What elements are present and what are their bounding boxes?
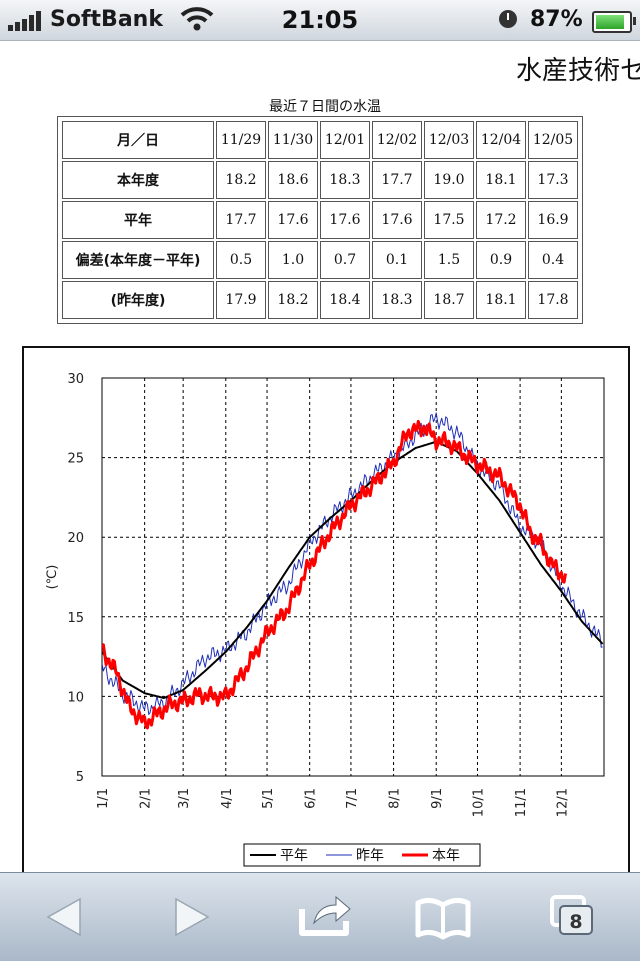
- pages-icon[interactable]: 8: [528, 873, 618, 961]
- date-cell: 12/05: [528, 121, 578, 159]
- bookmarks-icon[interactable]: [398, 873, 488, 961]
- value-cell: 17.3: [528, 161, 578, 199]
- x-tick-label: 2/1: [139, 788, 154, 809]
- value-cell: 19.0: [424, 161, 474, 199]
- value-cell: 16.9: [528, 201, 578, 239]
- row-label: 本年度: [62, 161, 214, 199]
- value-cell: 18.1: [476, 161, 526, 199]
- y-tick-label: 20: [67, 531, 84, 546]
- carrier-name: SoftBank: [50, 7, 163, 32]
- legend-box: [243, 843, 481, 867]
- table-row: 偏差(本年度－平年) 0.5 1.0 0.7 0.1 1.5 0.9 0.4: [62, 241, 578, 279]
- row-label: 平年: [62, 201, 214, 239]
- table-row: 平年 17.7 17.6 17.6 17.6 17.5 17.2 16.9: [62, 201, 578, 239]
- wifi-icon: [180, 7, 214, 31]
- value-cell: 0.7: [320, 241, 370, 279]
- value-cell: 18.2: [268, 281, 318, 319]
- date-cell: 12/01: [320, 121, 370, 159]
- x-tick-label: 11/1: [514, 788, 529, 817]
- share-icon[interactable]: [280, 873, 370, 961]
- y-tick-label: 15: [67, 611, 84, 626]
- x-tick-label: 7/1: [345, 788, 360, 809]
- page-title: 水産技術セ: [516, 56, 640, 86]
- value-cell: 1.0: [268, 241, 318, 279]
- row-label: 月／日: [62, 121, 214, 159]
- date-cell: 12/02: [372, 121, 422, 159]
- value-cell: 17.6: [320, 201, 370, 239]
- x-tick-label: 4/1: [220, 788, 235, 809]
- value-cell: 0.1: [372, 241, 422, 279]
- value-cell: 18.4: [320, 281, 370, 319]
- water-temperature-table: 月／日 11/29 11/30 12/01 12/02 12/03 12/04 12/05 本年…: [57, 116, 583, 324]
- y-tick-label: 30: [67, 372, 84, 387]
- back-arrow-icon[interactable]: [18, 873, 108, 961]
- x-tick-label: 10/1: [471, 788, 486, 817]
- y-axis-label: (℃): [45, 565, 60, 590]
- forward-arrow-icon[interactable]: [148, 873, 238, 961]
- value-cell: 18.1: [476, 281, 526, 319]
- value-cell: 17.6: [268, 201, 318, 239]
- value-cell: 17.6: [372, 201, 422, 239]
- value-cell: 0.9: [476, 241, 526, 279]
- table-row: (昨年度) 17.9 18.2 18.4 18.3 18.7 18.1 17.8: [62, 281, 578, 319]
- series-line-last-year: [102, 412, 603, 715]
- date-cell: 12/03: [424, 121, 474, 159]
- date-cell: 12/04: [476, 121, 526, 159]
- value-cell: 1.5: [424, 241, 474, 279]
- legend-label: 本年: [432, 848, 460, 864]
- chart-frame: 5 10 15 20 25 30 1/1 2/1 3/1 4/1 5/1 6/1 7/1 8/1 9/1 10…: [22, 346, 630, 888]
- legend-label: 昨年: [356, 848, 384, 864]
- value-cell: 18.7: [424, 281, 474, 319]
- series-line-this-year: [102, 419, 567, 730]
- value-cell: 17.8: [528, 281, 578, 319]
- browser-toolbar: 8: [0, 872, 640, 961]
- legend-label: 平年: [280, 848, 308, 864]
- plot-area: [101, 377, 605, 777]
- y-tick-label: 25: [67, 452, 84, 467]
- page-count: 8: [569, 911, 582, 933]
- value-cell: 17.9: [216, 281, 266, 319]
- value-cell: 17.5: [424, 201, 474, 239]
- date-cell: 11/30: [268, 121, 318, 159]
- x-tick-label: 9/1: [430, 788, 445, 809]
- x-tick-label: 8/1: [388, 788, 403, 809]
- value-cell: 18.2: [216, 161, 266, 199]
- table-row: 本年度 18.2 18.6 18.3 17.7 19.0 18.1 17.3: [62, 161, 578, 199]
- battery-icon: [592, 11, 636, 33]
- row-label: (昨年度): [62, 281, 214, 319]
- value-cell: 17.7: [372, 161, 422, 199]
- date-cell: 11/29: [216, 121, 266, 159]
- value-cell: 17.2: [476, 201, 526, 239]
- status-time: 21:05: [281, 6, 359, 34]
- value-cell: 18.3: [372, 281, 422, 319]
- water-temperature-chart: 5 10 15 20 25 30 1/1 2/1 3/1 4/1 5/1 6/1 7/1 8/1 9/1 10…: [45, 372, 605, 867]
- row-label: 偏差(本年度－平年): [62, 241, 214, 279]
- table-header-row: 月／日 11/29 11/30 12/01 12/02 12/03 12/04 12/05: [62, 121, 578, 159]
- x-tick-label: 6/1: [304, 788, 319, 809]
- value-cell: 18.6: [268, 161, 318, 199]
- battery-percent: 87%: [530, 7, 583, 32]
- y-tick-label: 5: [76, 770, 84, 785]
- status-bar: SoftBank 21:05 87%: [0, 0, 640, 41]
- value-cell: 0.5: [216, 241, 266, 279]
- x-tick-label: 5/1: [261, 788, 276, 809]
- value-cell: 18.3: [320, 161, 370, 199]
- value-cell: 17.7: [216, 201, 266, 239]
- x-tick-label: 1/1: [96, 788, 111, 809]
- x-tick-label: 3/1: [177, 788, 192, 809]
- table-caption: 最近７日間の水温: [269, 99, 381, 115]
- x-tick-label: 12/1: [555, 788, 570, 817]
- value-cell: 0.4: [528, 241, 578, 279]
- y-tick-label: 10: [67, 690, 84, 705]
- alarm-clock-icon: [499, 10, 517, 28]
